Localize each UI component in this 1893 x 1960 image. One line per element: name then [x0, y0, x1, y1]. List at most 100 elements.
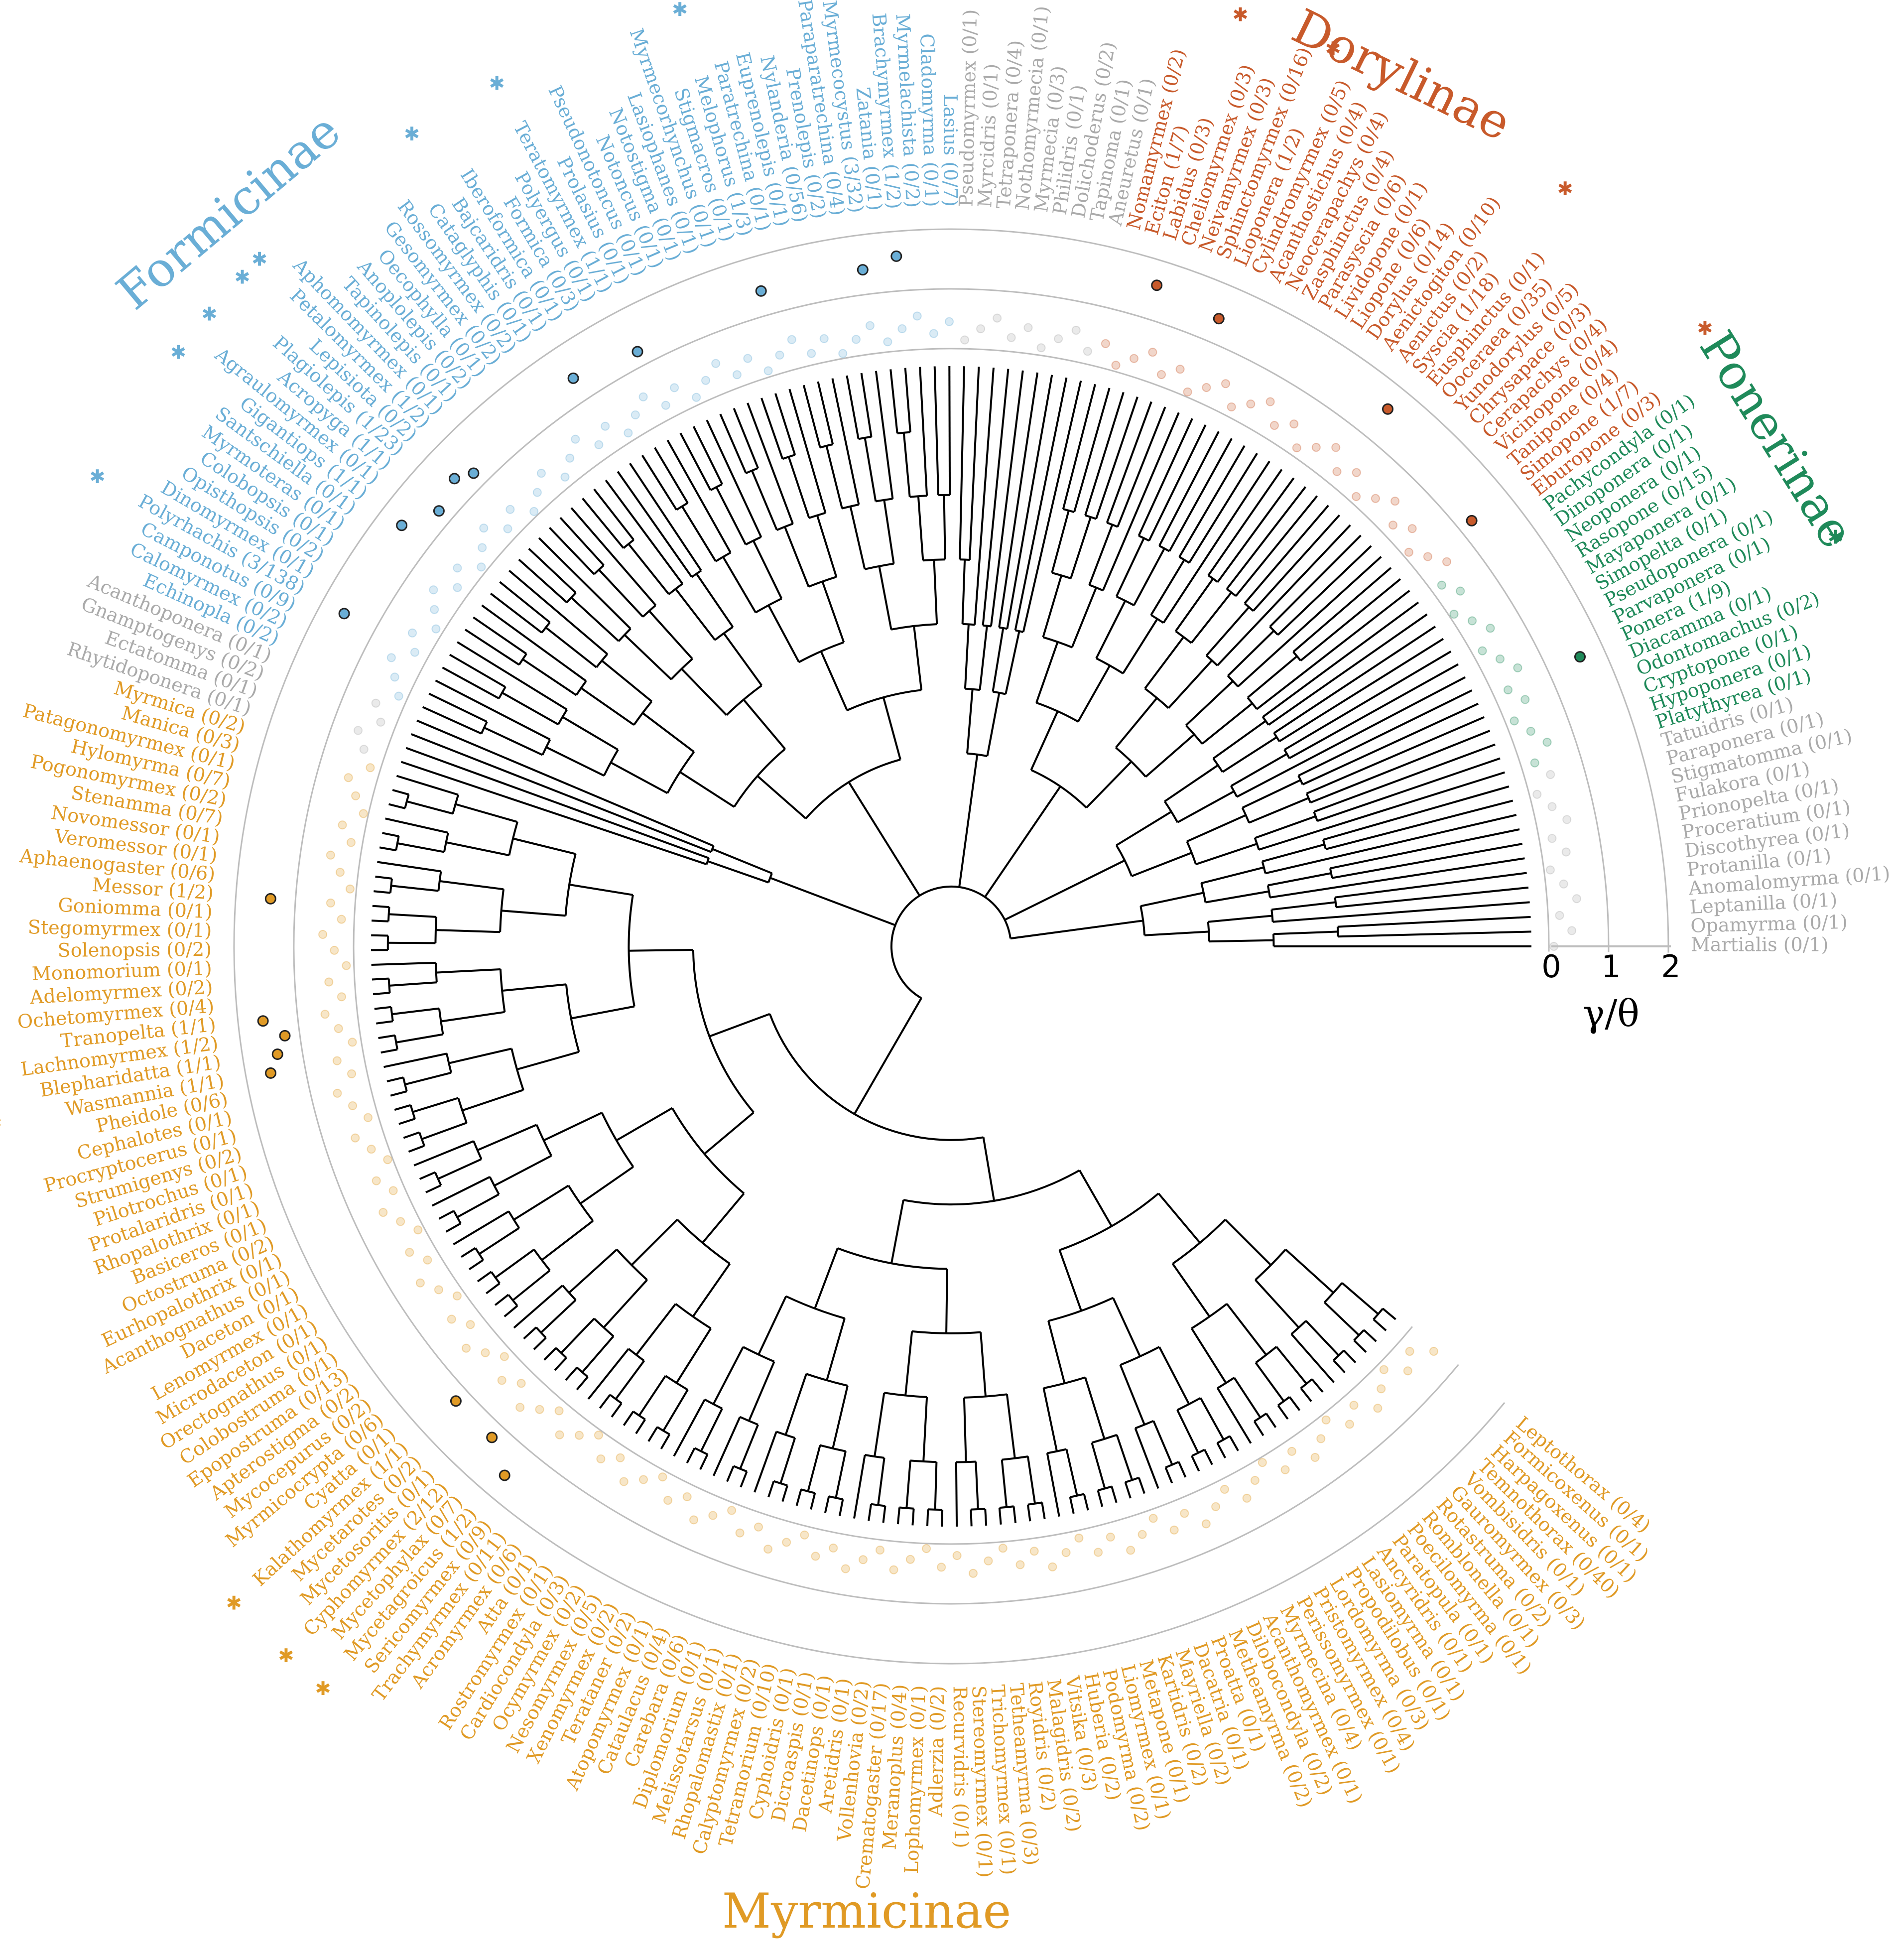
- tip-label: Recurvidris (0/1): [949, 1686, 973, 1848]
- tree-branch: [435, 679, 551, 741]
- tree-branch: [653, 447, 689, 504]
- tree-branch: [675, 1327, 712, 1384]
- tree-branch: [442, 666, 500, 699]
- gamma-theta-point: [1015, 1560, 1025, 1569]
- significant-point: [499, 1469, 510, 1481]
- tree-branch: [1065, 1449, 1078, 1496]
- tree-branch: [1247, 655, 1298, 699]
- tree-branch: [1247, 697, 1258, 710]
- tree-branch: [675, 588, 716, 641]
- tree-branch: [477, 1271, 492, 1283]
- tree-branch: [548, 527, 595, 575]
- tip-labels: Martialis (0/1)Opamyrma (0/1)Leptanilla …: [0, 0, 1891, 1890]
- tree-branch: [1317, 757, 1501, 822]
- tree-branch: [1265, 814, 1517, 875]
- significant-point: [257, 1015, 269, 1027]
- tree-branch: [1363, 1329, 1377, 1342]
- tree-branch: [1207, 469, 1283, 576]
- tree-branch: [820, 651, 848, 711]
- tree-branch: [449, 653, 506, 688]
- tree-branch: [481, 604, 587, 682]
- tree-branch: [1006, 375, 1053, 629]
- tree-branch: [1144, 687, 1169, 709]
- tree-branch: [392, 789, 409, 796]
- gamma-theta-point: [912, 311, 922, 321]
- tree-branch: [904, 368, 911, 432]
- tree-branch: [1230, 753, 1287, 787]
- tree-branch: [593, 488, 634, 541]
- gamma-theta-point: [624, 428, 633, 438]
- tree-branch: [1071, 587, 1097, 648]
- reference-ring-2: [233, 228, 1669, 1665]
- gamma-theta-point: [348, 1101, 357, 1110]
- gamma-theta-markers: [257, 250, 1586, 1578]
- gamma-theta-point: [516, 1379, 526, 1388]
- tree-branch: [757, 1296, 787, 1355]
- tree-branch: [569, 884, 633, 896]
- significant-point: [1382, 403, 1393, 415]
- tree-branch: [959, 366, 965, 560]
- gamma-theta-point: [364, 1113, 373, 1122]
- tree-branch: [445, 1222, 461, 1233]
- significance-star-icon: ✱: [672, 0, 688, 20]
- tree-branch: [910, 1459, 937, 1463]
- tree-branch: [371, 934, 388, 937]
- gamma-theta-point: [366, 763, 375, 773]
- tree-branch: [676, 1219, 731, 1265]
- tree-branch: [948, 366, 951, 495]
- tree-branch: [767, 873, 773, 883]
- tree-branch: [1233, 1377, 1262, 1418]
- tree-branch: [1272, 901, 1530, 923]
- gamma-theta-point: [952, 1551, 962, 1560]
- gamma-theta-point: [479, 523, 489, 533]
- significant-point: [264, 893, 276, 905]
- tree-branch: [1041, 1502, 1046, 1520]
- gamma-theta-point: [1373, 1404, 1383, 1413]
- tree-branch: [1070, 517, 1092, 579]
- gamma-theta-point: [434, 1285, 443, 1295]
- gamma-theta-point: [497, 1376, 506, 1385]
- gamma-theta-point: [379, 1208, 388, 1217]
- gamma-theta-point: [727, 1506, 737, 1515]
- tree-branch: [1135, 1420, 1154, 1430]
- tree-branch: [882, 1506, 886, 1523]
- gamma-theta-point: [1054, 334, 1063, 344]
- gamma-theta-point: [1423, 552, 1432, 561]
- gamma-theta-point: [431, 624, 441, 634]
- gamma-theta-point: [1265, 397, 1275, 406]
- tree-branch: [817, 381, 834, 445]
- tree-branch: [853, 997, 922, 1115]
- tree-branch: [700, 1408, 723, 1452]
- gamma-theta-point: [682, 1492, 692, 1501]
- tree-branch: [1102, 412, 1180, 591]
- gamma-theta-point: [396, 1217, 405, 1226]
- tree-branch: [676, 502, 688, 511]
- gamma-theta-point: [515, 1403, 525, 1412]
- tree-branch: [1088, 524, 1114, 586]
- tree-branch: [922, 1397, 928, 1462]
- tree-branch: [631, 1219, 678, 1266]
- tree-branch: [582, 498, 625, 549]
- gamma-theta-point: [429, 585, 438, 595]
- tree-branch: [816, 515, 838, 577]
- tree-branch: [528, 547, 577, 594]
- tree-branch: [1140, 892, 1204, 908]
- tree-branch: [1124, 1482, 1132, 1499]
- gamma-theta-point: [692, 392, 701, 402]
- tree-branch: [1262, 716, 1269, 726]
- tree-branch: [378, 1034, 395, 1040]
- gamma-theta-point: [337, 992, 346, 1002]
- gamma-theta-point: [1532, 789, 1542, 799]
- tree-branch: [376, 1020, 393, 1025]
- tree-branch: [443, 832, 449, 852]
- tree-branch: [1333, 1349, 1345, 1361]
- gamma-theta-point: [1036, 343, 1046, 353]
- gamma-theta-point: [408, 628, 417, 638]
- tree-branch: [419, 1171, 436, 1180]
- tree-branch: [902, 432, 911, 497]
- tree-branch: [926, 1509, 929, 1527]
- tree-branch: [958, 754, 979, 888]
- tree-branch: [1237, 556, 1382, 687]
- tree-branch: [403, 1131, 420, 1139]
- tree-branch: [824, 1496, 830, 1513]
